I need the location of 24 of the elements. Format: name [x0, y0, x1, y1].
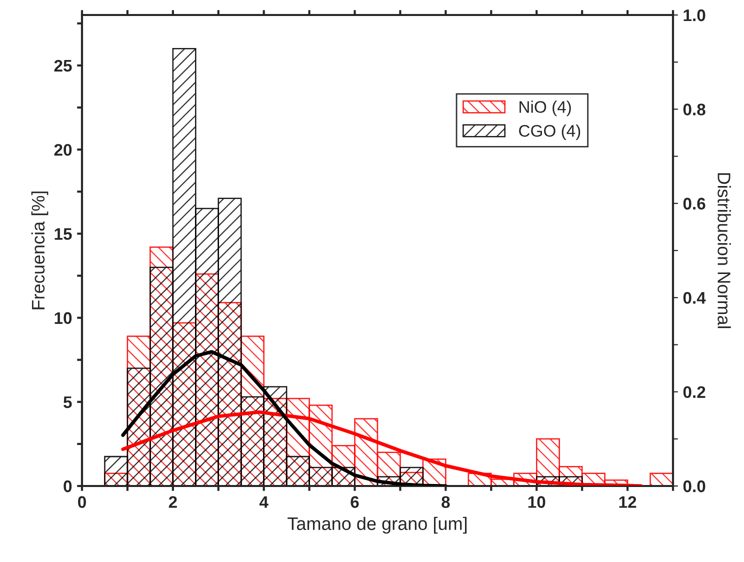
x-tick-label: 8 [442, 496, 450, 508]
y2-tick-label: 0.2 [683, 386, 706, 398]
x-tick-label: 6 [350, 496, 359, 508]
y-tick-label: 10 [54, 312, 72, 324]
x-tick-label: 4 [259, 496, 268, 508]
y2-tick-label: 0.0 [683, 480, 706, 492]
y2-tick-label: 0.4 [683, 292, 706, 304]
x-axis-title: Tamano de grano [um] [288, 516, 467, 534]
legend-label: NiO (4) [520, 100, 571, 116]
x-tick-label: 0 [78, 496, 86, 508]
y2-tick-label: 0.6 [683, 198, 706, 210]
y-tick-label: 5 [64, 396, 72, 408]
legend-label: CGO (4) [519, 124, 580, 140]
y2-tick-label: 0.8 [683, 104, 706, 116]
y-tick-label: 0 [64, 480, 72, 492]
y-tick-label: 25 [54, 60, 72, 72]
y-tick-label: 15 [54, 228, 72, 240]
y2-axis-title: Distribucion Normal [718, 173, 731, 328]
y-axis-title: Frecuencia [%] [31, 192, 48, 310]
x-tick-label: 2 [168, 496, 177, 508]
x-tick-label: 10 [528, 496, 546, 508]
y-tick-label: 20 [54, 144, 72, 156]
x-tick-label: 12 [619, 496, 636, 508]
y2-tick-label: 1.0 [684, 9, 706, 22]
